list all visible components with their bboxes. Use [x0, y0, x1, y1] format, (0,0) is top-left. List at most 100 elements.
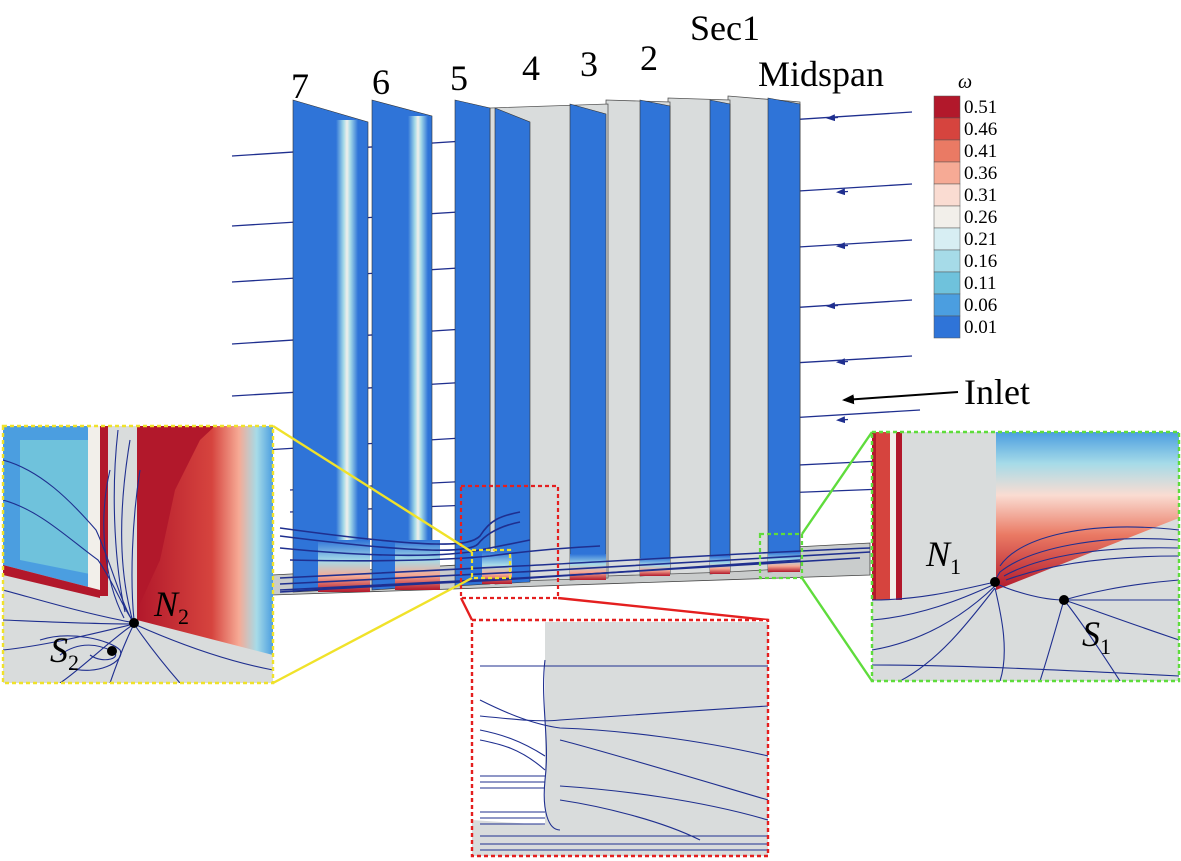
blade-3 — [639, 99, 671, 577]
inset-streamline — [872, 585, 996, 651]
legend-tick-label: 0.06 — [964, 295, 997, 316]
legend-tick-label: 0.46 — [964, 119, 997, 140]
inset-streamline — [3, 499, 133, 621]
legend-swatch — [933, 227, 961, 251]
inset-streamline — [479, 739, 546, 771]
inset-streamline — [1063, 599, 1121, 681]
red-inset — [472, 620, 768, 856]
inset-streamline — [543, 659, 561, 831]
legend-tick-label: 0.11 — [964, 273, 997, 294]
legend-tick-label: 0.01 — [964, 317, 997, 338]
inset-streamline — [133, 623, 273, 671]
legend-swatch — [933, 161, 961, 185]
section-label-6: 6 — [372, 62, 390, 102]
inset-streamline — [113, 429, 126, 613]
inset-streamline — [131, 469, 141, 621]
inset-streamline — [1039, 599, 1065, 681]
green-inset — [872, 432, 1179, 681]
near-wall-streamline — [279, 559, 801, 593]
near-wall-streamline — [279, 521, 521, 552]
yellow-inset — [3, 426, 273, 683]
inset-streamline — [479, 729, 546, 757]
n1-point-marker — [990, 577, 1000, 587]
zoom-connectors — [272, 424, 873, 685]
legend-tick-label: 0.51 — [964, 97, 997, 118]
section-label-2: 2 — [640, 38, 658, 78]
streamline-arrow — [826, 114, 839, 122]
section-label-7: 7 — [291, 66, 309, 106]
s2-point-marker — [107, 646, 117, 656]
inset-streamline — [872, 664, 1179, 677]
legend-swatch — [933, 271, 961, 295]
section-label-5: 5 — [450, 58, 468, 98]
front-streamlines — [279, 511, 871, 593]
inset-streamline — [109, 623, 135, 683]
red-inset-frame — [470, 618, 770, 858]
legend-swatch — [933, 117, 961, 141]
legend-swatch — [933, 205, 961, 229]
n2-label: N2 — [153, 584, 189, 629]
inset-streamline — [994, 587, 1005, 681]
inset-streamline — [559, 799, 701, 841]
legend-swatch — [933, 315, 961, 339]
section-label-4: 4 — [522, 48, 540, 88]
streamline-arrow — [836, 188, 849, 196]
sec1-label: Sec1 — [690, 8, 760, 48]
blade-7 — [292, 99, 370, 593]
legend-swatch — [933, 249, 961, 273]
streamline-arrow — [836, 242, 849, 250]
legend-tick-label: 0.21 — [964, 229, 997, 250]
inlet-label: Inlet — [964, 372, 1030, 412]
inset-streamline — [872, 581, 996, 601]
inset-streamline — [103, 469, 125, 619]
green-zoom-marker — [758, 532, 804, 580]
legend-tick-label: 0.36 — [964, 163, 997, 184]
legend-swatch — [933, 293, 961, 317]
s1-point-marker — [1059, 595, 1069, 605]
section-label-3: 3 — [580, 44, 598, 84]
yellow-zoom-marker — [470, 548, 512, 580]
n1-label: N1 — [925, 534, 961, 579]
inlet-arrow — [842, 391, 959, 405]
legend-tick-label: 0.16 — [964, 251, 997, 272]
legend-ticks: 0.510.460.410.360.310.260.210.160.110.06… — [964, 97, 997, 338]
inset-streamline — [133, 623, 181, 683]
blade-2 — [709, 99, 731, 575]
inset-streamline — [1063, 599, 1179, 641]
inset-streamline — [872, 583, 996, 621]
inset-streamline — [59, 623, 135, 683]
streamline-arrow — [836, 358, 849, 366]
section-number-labels: 7 6 5 4 3 2 — [291, 38, 658, 106]
inset-streamline — [1003, 547, 1179, 577]
inset-streamline — [1063, 579, 1179, 601]
blade-5 — [454, 99, 531, 587]
near-wall-streamline — [279, 539, 531, 557]
inset-streamline — [559, 739, 768, 801]
legend-swatches — [933, 95, 961, 339]
near-wall-streamline — [279, 547, 871, 579]
inset-streamline — [1005, 555, 1179, 581]
inset-streamline — [479, 699, 768, 757]
inset-streamline — [899, 587, 996, 681]
legend-swatch — [933, 139, 961, 163]
inset-streamline — [479, 705, 768, 722]
near-wall-streamline — [279, 551, 871, 585]
inset-streamline — [3, 623, 135, 651]
n2-point-marker — [129, 618, 139, 628]
streamline-arrow — [836, 416, 849, 424]
s2-label: S2 — [50, 630, 79, 675]
blades — [292, 97, 801, 593]
legend-tick-label: 0.26 — [964, 207, 997, 228]
omega-legend: ω 0.510.460.410.360.310.260.210.160.110.… — [933, 71, 997, 339]
legend-swatch — [933, 95, 961, 119]
legend-tick-label: 0.31 — [964, 185, 997, 206]
green-inset-frame — [870, 430, 1181, 683]
streamline-arrow — [826, 302, 839, 310]
blade-4 — [569, 103, 607, 581]
legend-tick-label: 0.41 — [964, 141, 997, 162]
midspan-label: Midspan — [758, 54, 884, 94]
inset-streamline — [999, 526, 1179, 567]
blade-midspan — [767, 97, 801, 573]
inset-streamline — [3, 459, 133, 621]
